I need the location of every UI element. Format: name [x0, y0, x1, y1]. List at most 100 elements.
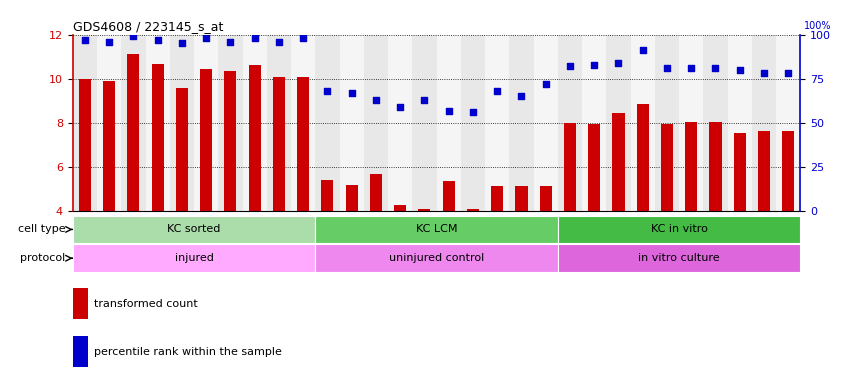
Bar [558, 245, 800, 272]
Bar [485, 35, 509, 211]
Bar [248, 66, 261, 211]
Bar [321, 180, 334, 211]
Point [418, 97, 431, 103]
Bar [267, 35, 291, 211]
Bar [437, 35, 461, 211]
Bar [273, 76, 285, 211]
Bar [413, 35, 437, 211]
Bar [606, 35, 631, 211]
Bar [443, 181, 455, 211]
Text: KC sorted: KC sorted [167, 224, 221, 235]
Bar [346, 185, 358, 211]
Bar [533, 35, 558, 211]
Bar [631, 35, 655, 211]
Point [490, 88, 504, 94]
Bar [758, 131, 770, 211]
Bar [297, 76, 309, 211]
Bar [588, 124, 600, 211]
Point [223, 38, 237, 45]
Bar [467, 209, 479, 211]
Bar [491, 186, 503, 211]
Bar [509, 35, 533, 211]
Bar [388, 35, 413, 211]
Bar [637, 104, 649, 211]
Bar [419, 209, 431, 211]
Bar [752, 35, 776, 211]
Point [199, 35, 213, 41]
Point [103, 38, 116, 45]
Point [611, 60, 625, 66]
Bar [152, 65, 163, 211]
Bar [103, 81, 116, 211]
Point [345, 90, 359, 96]
Bar [612, 113, 625, 211]
Text: in vitro culture: in vitro culture [639, 253, 720, 263]
Bar [655, 35, 679, 211]
Point [78, 37, 92, 43]
Point [733, 67, 746, 73]
Bar [242, 35, 267, 211]
Point [538, 81, 552, 87]
Point [684, 65, 698, 71]
Bar [564, 123, 576, 211]
Bar [79, 79, 91, 211]
Point [709, 65, 722, 71]
Bar [73, 336, 88, 367]
Point [369, 97, 383, 103]
Point [127, 33, 140, 40]
Text: uninjured control: uninjured control [389, 253, 484, 263]
Bar [515, 186, 527, 211]
Point [320, 88, 334, 94]
Bar [539, 186, 552, 211]
Bar [73, 245, 315, 272]
Bar [782, 131, 794, 211]
Bar [194, 35, 218, 211]
Text: injured: injured [175, 253, 213, 263]
Bar [97, 35, 122, 211]
Bar [169, 35, 194, 211]
Bar [146, 35, 169, 211]
Bar [704, 35, 728, 211]
Bar [364, 35, 388, 211]
Bar [461, 35, 485, 211]
Bar [175, 88, 188, 211]
Bar [734, 133, 746, 211]
Point [175, 40, 188, 46]
Bar [291, 35, 315, 211]
Point [296, 35, 310, 41]
Bar [315, 216, 558, 243]
Point [757, 70, 770, 76]
Bar [370, 174, 382, 211]
Bar [661, 124, 673, 211]
Bar [728, 35, 752, 211]
Text: KC LCM: KC LCM [416, 224, 457, 235]
Text: percentile rank within the sample: percentile rank within the sample [94, 347, 282, 357]
Bar [73, 216, 315, 243]
Bar [128, 55, 140, 211]
Bar [315, 245, 558, 272]
Bar [218, 35, 242, 211]
Text: cell type: cell type [18, 224, 65, 235]
Bar [679, 35, 704, 211]
Bar [582, 35, 606, 211]
Bar [315, 35, 340, 211]
Point [514, 93, 528, 99]
Bar [710, 122, 722, 211]
Text: 100%: 100% [804, 21, 831, 31]
Bar [73, 288, 88, 319]
Bar [394, 205, 407, 211]
Text: GDS4608 / 223145_s_at: GDS4608 / 223145_s_at [73, 20, 223, 33]
Bar [558, 216, 800, 243]
Text: transformed count: transformed count [94, 299, 198, 309]
Point [442, 108, 455, 114]
Point [247, 35, 261, 41]
Point [151, 37, 164, 43]
Bar [558, 35, 582, 211]
Point [393, 104, 407, 110]
Point [587, 61, 601, 68]
Bar [685, 122, 698, 211]
Point [636, 47, 650, 53]
Point [660, 65, 674, 71]
Text: protocol: protocol [21, 253, 65, 263]
Bar [200, 69, 212, 211]
